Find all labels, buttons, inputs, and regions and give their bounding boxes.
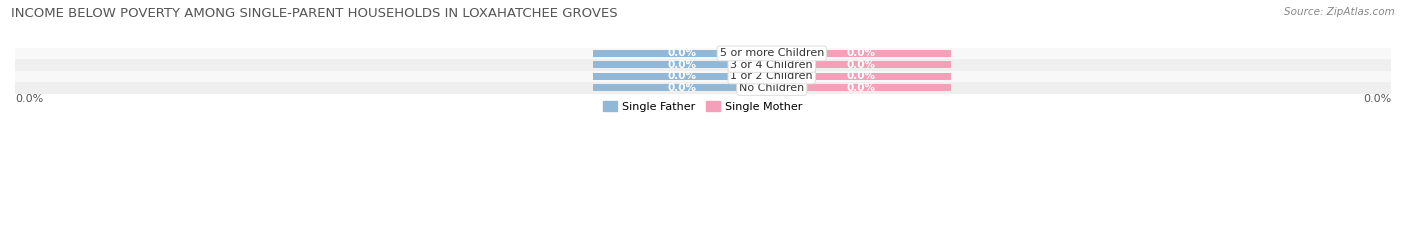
Bar bbox=[772, 50, 950, 57]
Text: Source: ZipAtlas.com: Source: ZipAtlas.com bbox=[1284, 7, 1395, 17]
Bar bbox=[15, 71, 1391, 82]
Text: 0.0%: 0.0% bbox=[668, 83, 697, 93]
Text: 0.0%: 0.0% bbox=[668, 60, 697, 70]
Bar bbox=[593, 61, 772, 69]
Bar bbox=[15, 48, 1391, 59]
Bar bbox=[593, 73, 772, 80]
Bar bbox=[772, 73, 950, 80]
Text: 0.0%: 0.0% bbox=[846, 71, 876, 81]
Text: 0.0%: 0.0% bbox=[668, 71, 697, 81]
Text: 3 or 4 Children: 3 or 4 Children bbox=[731, 60, 813, 70]
Text: 5 or more Children: 5 or more Children bbox=[720, 48, 824, 58]
Text: 0.0%: 0.0% bbox=[846, 83, 876, 93]
Text: 0.0%: 0.0% bbox=[1362, 94, 1391, 104]
Text: INCOME BELOW POVERTY AMONG SINGLE-PARENT HOUSEHOLDS IN LOXAHATCHEE GROVES: INCOME BELOW POVERTY AMONG SINGLE-PARENT… bbox=[11, 7, 617, 20]
Text: 0.0%: 0.0% bbox=[846, 48, 876, 58]
Text: 0.0%: 0.0% bbox=[15, 94, 44, 104]
Text: No Children: No Children bbox=[740, 83, 804, 93]
Bar bbox=[772, 84, 950, 92]
Bar bbox=[15, 59, 1391, 71]
Legend: Single Father, Single Mother: Single Father, Single Mother bbox=[599, 97, 807, 117]
Text: 0.0%: 0.0% bbox=[846, 60, 876, 70]
Bar bbox=[593, 84, 772, 92]
Bar bbox=[772, 61, 950, 69]
Text: 0.0%: 0.0% bbox=[668, 48, 697, 58]
Text: 1 or 2 Children: 1 or 2 Children bbox=[731, 71, 813, 81]
Bar bbox=[593, 50, 772, 57]
Bar bbox=[15, 82, 1391, 94]
